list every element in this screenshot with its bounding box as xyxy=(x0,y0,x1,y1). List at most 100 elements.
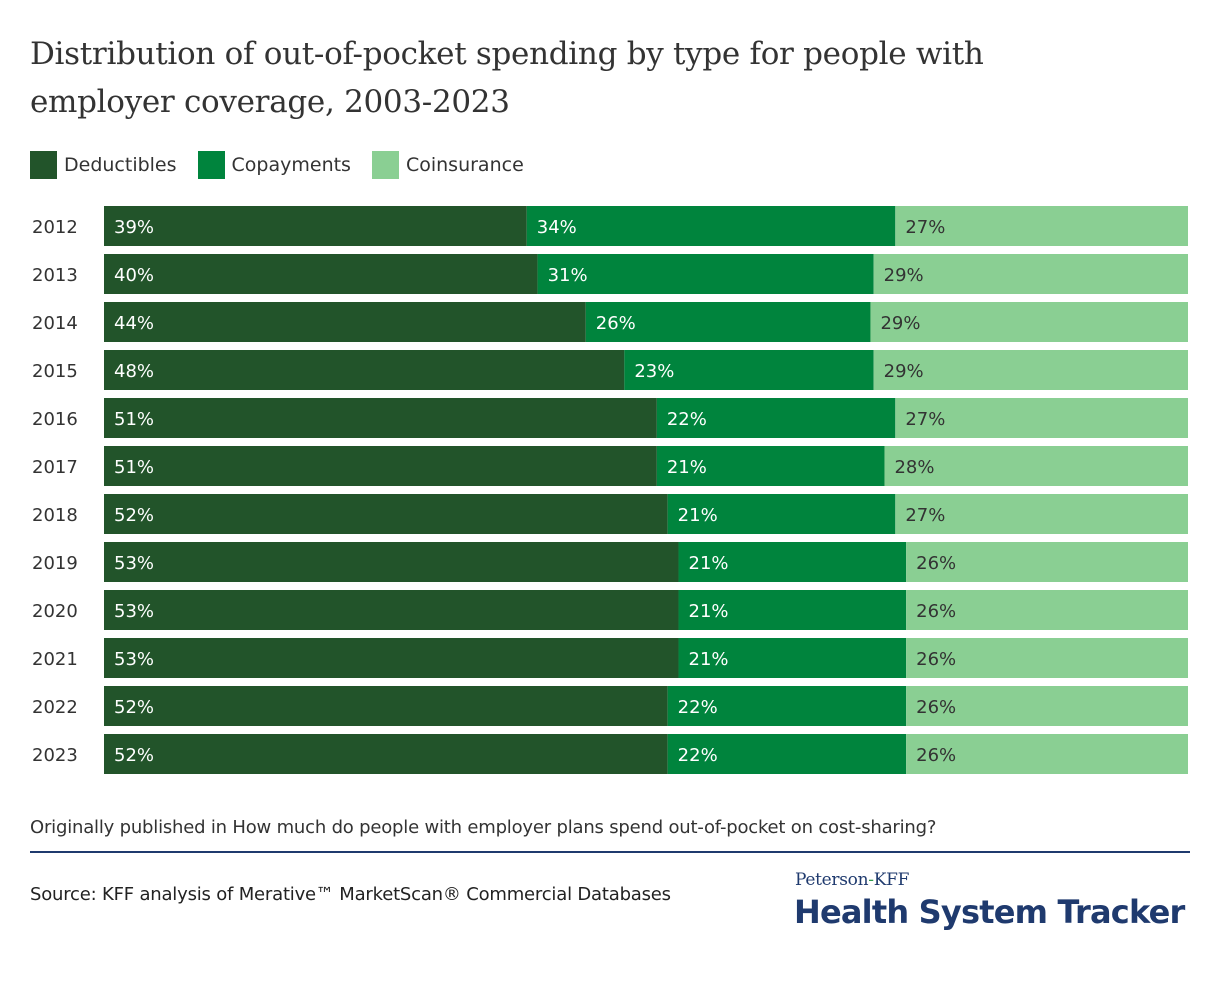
legend-item-copayments: Copayments xyxy=(197,151,351,179)
bar-segment-deductibles xyxy=(104,206,527,246)
data-label-deductibles: 40% xyxy=(114,265,154,286)
bar-row-2015: 2015 48% 23% 29% xyxy=(32,350,1188,390)
logo-kff: KFF xyxy=(873,870,910,890)
category-label: 2022 xyxy=(32,697,78,718)
bar-segment-copayments xyxy=(585,302,871,342)
data-label-copayments: 21% xyxy=(689,553,729,574)
bar-row-2020: 2020 53% 21% 26% xyxy=(32,590,1188,630)
data-label-coinsurance: 27% xyxy=(905,505,945,526)
category-label: 2016 xyxy=(32,409,78,430)
data-label-deductibles: 48% xyxy=(114,361,154,382)
bar-segment-coinsurance xyxy=(895,398,1188,438)
data-label-deductibles: 51% xyxy=(114,457,154,478)
data-label-copayments: 22% xyxy=(667,409,707,430)
bar-row-2012: 2012 39% 34% 27% xyxy=(32,206,1188,246)
data-label-deductibles: 44% xyxy=(114,313,154,334)
data-label-copayments: 21% xyxy=(689,601,729,622)
legend-item-deductibles: Deductibles xyxy=(30,151,177,179)
bar-segment-deductibles xyxy=(104,350,625,390)
chart-title: Distribution of out-of-pocket spending b… xyxy=(30,36,984,120)
logo-peterson: Peterson xyxy=(795,870,869,890)
data-label-copayments: 21% xyxy=(667,457,707,478)
data-label-coinsurance: 26% xyxy=(916,553,956,574)
bar-segment-coinsurance xyxy=(906,686,1188,726)
data-label-deductibles: 52% xyxy=(114,745,154,766)
data-label-coinsurance: 26% xyxy=(916,745,956,766)
category-label: 2019 xyxy=(32,553,78,574)
data-label-copayments: 22% xyxy=(678,745,718,766)
category-label: 2012 xyxy=(32,217,78,238)
data-label-copayments: 21% xyxy=(689,649,729,670)
legend-swatch-coinsurance xyxy=(371,151,399,179)
bar-segment-coinsurance xyxy=(884,446,1188,486)
category-label: 2021 xyxy=(32,649,78,670)
data-label-coinsurance: 26% xyxy=(916,601,956,622)
legend-label: Deductibles xyxy=(64,154,177,176)
bar-segment-copayments xyxy=(667,734,907,774)
data-label-copayments: 23% xyxy=(634,361,674,382)
bar-segment-copayments xyxy=(678,542,907,582)
bar-segment-coinsurance xyxy=(895,206,1188,246)
bar-segment-deductibles xyxy=(104,734,668,774)
bar-segment-coinsurance xyxy=(906,590,1188,630)
bar-segment-copayments xyxy=(624,350,874,390)
footer-divider xyxy=(30,851,1190,853)
legend-swatch-deductibles xyxy=(30,151,57,179)
bar-row-2018: 2018 52% 21% 27% xyxy=(32,494,1188,534)
data-label-coinsurance: 28% xyxy=(894,457,934,478)
bar-segment-coinsurance xyxy=(906,734,1188,774)
stacked-bar-chart: 2012 39% 34% 27%2013 40% 31% 29%2014 44% 26% 29%2… xyxy=(32,206,1188,774)
bar-segment-coinsurance xyxy=(873,254,1188,294)
bar-row-2017: 2017 51% 21% 28% xyxy=(32,446,1188,486)
data-label-copayments: 22% xyxy=(678,697,718,718)
data-label-copayments: 31% xyxy=(548,265,588,286)
data-label-deductibles: 39% xyxy=(114,217,154,238)
bar-row-2021: 2021 53% 21% 26% xyxy=(32,638,1188,678)
data-label-coinsurance: 29% xyxy=(880,313,920,334)
category-label: 2018 xyxy=(32,505,78,526)
legend-label: Copayments xyxy=(231,154,351,176)
bar-segment-deductibles xyxy=(104,302,586,342)
data-label-deductibles: 53% xyxy=(114,649,154,670)
logo-hyphen: - xyxy=(868,870,874,890)
bar-segment-copayments xyxy=(667,494,896,534)
bar-segment-deductibles xyxy=(104,638,679,678)
legend-label: Coinsurance xyxy=(405,154,524,176)
bar-segment-deductibles xyxy=(104,542,679,582)
data-label-deductibles: 53% xyxy=(114,553,154,574)
category-label: 2015 xyxy=(32,361,78,382)
data-label-deductibles: 51% xyxy=(114,409,154,430)
category-label: 2017 xyxy=(32,457,78,478)
bar-segment-coinsurance xyxy=(906,638,1188,678)
originally-published-note: Originally published in How much do peop… xyxy=(30,817,937,838)
data-label-deductibles: 52% xyxy=(114,697,154,718)
bar-segment-copayments xyxy=(656,446,885,486)
bar-row-2014: 2014 44% 26% 29% xyxy=(32,302,1188,342)
bar-segment-coinsurance xyxy=(906,542,1188,582)
bar-segment-deductibles xyxy=(104,590,679,630)
bar-segment-copayments xyxy=(526,206,896,246)
data-label-coinsurance: 29% xyxy=(884,265,924,286)
bar-segment-coinsurance xyxy=(873,350,1188,390)
category-label: 2023 xyxy=(32,745,78,766)
bar-row-2019: 2019 53% 21% 26% xyxy=(32,542,1188,582)
bar-segment-copayments xyxy=(678,590,907,630)
bar-segment-deductibles xyxy=(104,254,538,294)
bar-segment-deductibles xyxy=(104,446,657,486)
bar-segment-copayments xyxy=(667,686,907,726)
bar-segment-copayments xyxy=(678,638,907,678)
bar-segment-coinsurance xyxy=(870,302,1188,342)
legend-item-coinsurance: Coinsurance xyxy=(371,151,524,179)
bar-segment-coinsurance xyxy=(895,494,1188,534)
bar-row-2016: 2016 51% 22% 27% xyxy=(32,398,1188,438)
bar-segment-deductibles xyxy=(104,494,668,534)
data-label-copayments: 21% xyxy=(678,505,718,526)
data-label-coinsurance: 29% xyxy=(884,361,924,382)
bar-segment-deductibles xyxy=(104,686,668,726)
bar-segment-deductibles xyxy=(104,398,657,438)
data-label-coinsurance: 26% xyxy=(916,649,956,670)
category-label: 2014 xyxy=(32,313,78,334)
category-label: 2013 xyxy=(32,265,78,286)
logo-subtitle: Peterson-KFF xyxy=(795,870,909,890)
legend: Deductibles Copayments Coinsurance xyxy=(30,151,545,179)
